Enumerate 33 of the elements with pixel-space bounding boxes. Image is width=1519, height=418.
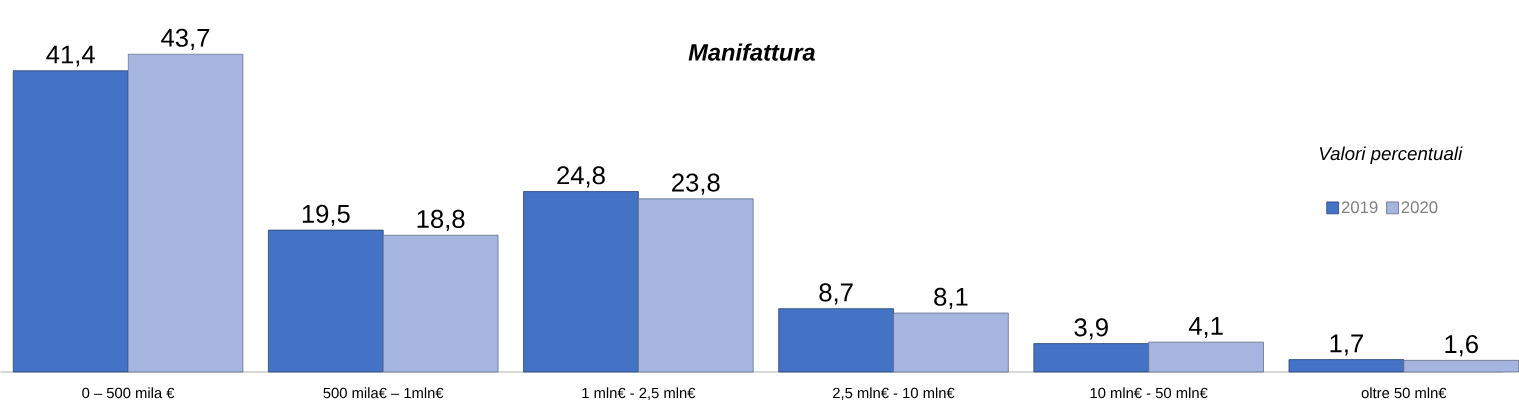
data-label: 1,7 — [1330, 334, 1363, 356]
data-label: 1,6 — [1445, 334, 1478, 356]
data-label: 23,8 — [672, 173, 720, 195]
bar — [1033, 342, 1150, 373]
data-label: 19,5 — [302, 204, 350, 226]
x-tick-label: 2,5 mln€ - 10 mln€ — [833, 387, 955, 400]
bar — [1148, 341, 1264, 373]
data-label: 8,7 — [819, 283, 853, 305]
data-label: 43,7 — [161, 28, 210, 50]
x-tick-label: oltre 50 mln€ — [1361, 387, 1447, 398]
bar — [778, 308, 894, 373]
chart-title: Manifattura — [688, 43, 815, 61]
x-tick-label: 500 mila€ – 1mln€ — [323, 387, 444, 398]
data-label: 41,4 — [46, 45, 95, 67]
bar — [523, 190, 639, 373]
legend-label: 2019 — [1341, 201, 1378, 213]
bar — [127, 53, 244, 373]
data-label: 18,8 — [417, 209, 465, 231]
bar — [382, 234, 499, 373]
data-label: 3,9 — [1074, 318, 1108, 340]
annotation: Valori percentuali — [1319, 146, 1463, 164]
bar — [637, 198, 754, 373]
x-tick-label: 1 mln€ - 2,5 mln€ — [582, 387, 696, 400]
x-tick-label: 0 – 500 mila € — [82, 387, 175, 398]
legend-label: 2020 — [1401, 201, 1438, 213]
bar — [12, 70, 129, 373]
data-label: 4,1 — [1188, 316, 1223, 338]
data-label: 24,8 — [557, 165, 605, 188]
bar — [1288, 358, 1405, 373]
data-label: 8,1 — [934, 287, 968, 309]
bar — [268, 229, 384, 373]
bar — [893, 312, 1009, 373]
x-tick-label: 10 mln€ - 50 mln€ — [1090, 387, 1208, 398]
